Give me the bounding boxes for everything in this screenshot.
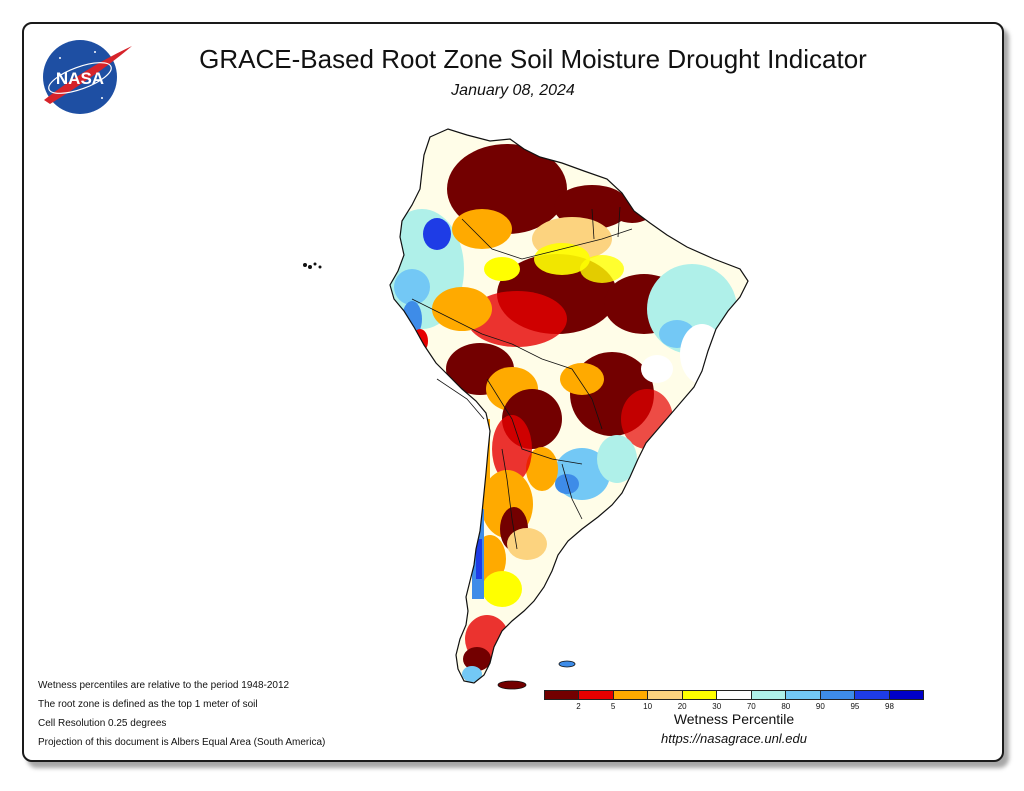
- note-line: The root zone is defined as the top 1 me…: [38, 699, 258, 710]
- legend-tick-label: 98: [885, 702, 894, 711]
- note-line: Cell Resolution 0.25 degrees: [38, 718, 167, 729]
- legend-tick-label: 2: [576, 702, 581, 711]
- legend: 2 5 10 20 30 70 80 90 95 98 Wetness Percentile ht…: [544, 690, 924, 746]
- legend-tick-label: 30: [712, 702, 722, 711]
- legend-swatch: [751, 691, 787, 699]
- legend-tick-label: 70: [746, 702, 756, 711]
- map-date: January 08, 2024: [451, 82, 575, 99]
- legend-tick-label: 90: [815, 702, 825, 711]
- legend-tick-label: 95: [850, 702, 860, 711]
- nasa-logo: NASA: [43, 40, 132, 114]
- legend-ticks: 2 5 10 20 30 70 80 90 95 98: [544, 700, 924, 712]
- legend-swatch: [855, 691, 890, 699]
- notes-block: Wetness percentiles are relative to the …: [38, 676, 325, 752]
- page-title: GRACE-Based Root Zone Soil Moisture Drou…: [199, 44, 867, 74]
- legend-swatch: [613, 691, 649, 699]
- map-card: NASA GRACE-Based Root Zone Soil Moisture…: [22, 22, 1004, 762]
- coastline: [389, 128, 749, 684]
- legend-swatch: [545, 691, 580, 699]
- source-url[interactable]: https://nasagrace.unl.edu: [661, 731, 807, 746]
- legend-tick-label: 5: [610, 702, 616, 711]
- legend-swatch: [717, 691, 752, 699]
- logo-text: NASA: [56, 69, 104, 88]
- legend-swatch: [648, 691, 683, 699]
- country-borders: [411, 206, 633, 550]
- legend-swatch: [820, 691, 856, 699]
- note-line: Projection of this document is Albers Eq…: [38, 737, 326, 748]
- legend-swatch: [889, 691, 923, 699]
- legend-color-bar: [544, 690, 924, 700]
- legend-swatch: [786, 691, 821, 699]
- legend-swatch: [579, 691, 614, 699]
- legend-swatch: [682, 691, 718, 699]
- legend-tick-label: 10: [643, 702, 653, 711]
- legend-title: Wetness Percentile: [673, 711, 795, 727]
- legend-tick-label: 20: [677, 702, 687, 711]
- south-america-map: [303, 128, 749, 697]
- legend-tick-label: 80: [781, 702, 791, 711]
- note-line: Wetness percentiles are relative to the …: [38, 680, 290, 691]
